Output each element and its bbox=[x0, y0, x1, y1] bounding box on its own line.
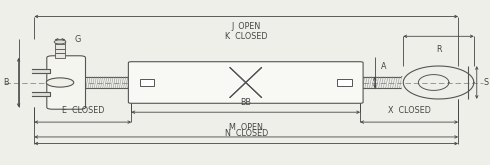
Bar bbox=[337, 79, 352, 86]
Text: S: S bbox=[483, 78, 488, 87]
Text: X  CLOSED: X CLOSED bbox=[388, 106, 431, 115]
Text: G: G bbox=[74, 35, 81, 44]
Text: M  OPEN: M OPEN bbox=[229, 123, 263, 132]
Polygon shape bbox=[31, 69, 50, 73]
Text: J  OPEN: J OPEN bbox=[232, 22, 261, 31]
Bar bbox=[140, 79, 154, 86]
Text: E  CLOSED: E CLOSED bbox=[62, 106, 104, 115]
Text: BB: BB bbox=[240, 98, 251, 107]
Circle shape bbox=[54, 40, 66, 44]
FancyBboxPatch shape bbox=[47, 56, 86, 109]
Text: R: R bbox=[436, 45, 441, 54]
Text: N  CLOSED: N CLOSED bbox=[224, 129, 268, 138]
Polygon shape bbox=[31, 92, 50, 96]
Text: A: A bbox=[381, 62, 387, 71]
FancyBboxPatch shape bbox=[128, 62, 363, 103]
Circle shape bbox=[46, 78, 74, 87]
Text: K  CLOSED: K CLOSED bbox=[225, 32, 268, 41]
Text: B: B bbox=[3, 78, 9, 87]
Bar bbox=[55, 53, 66, 58]
Bar bbox=[55, 44, 66, 49]
Bar bbox=[55, 49, 66, 53]
